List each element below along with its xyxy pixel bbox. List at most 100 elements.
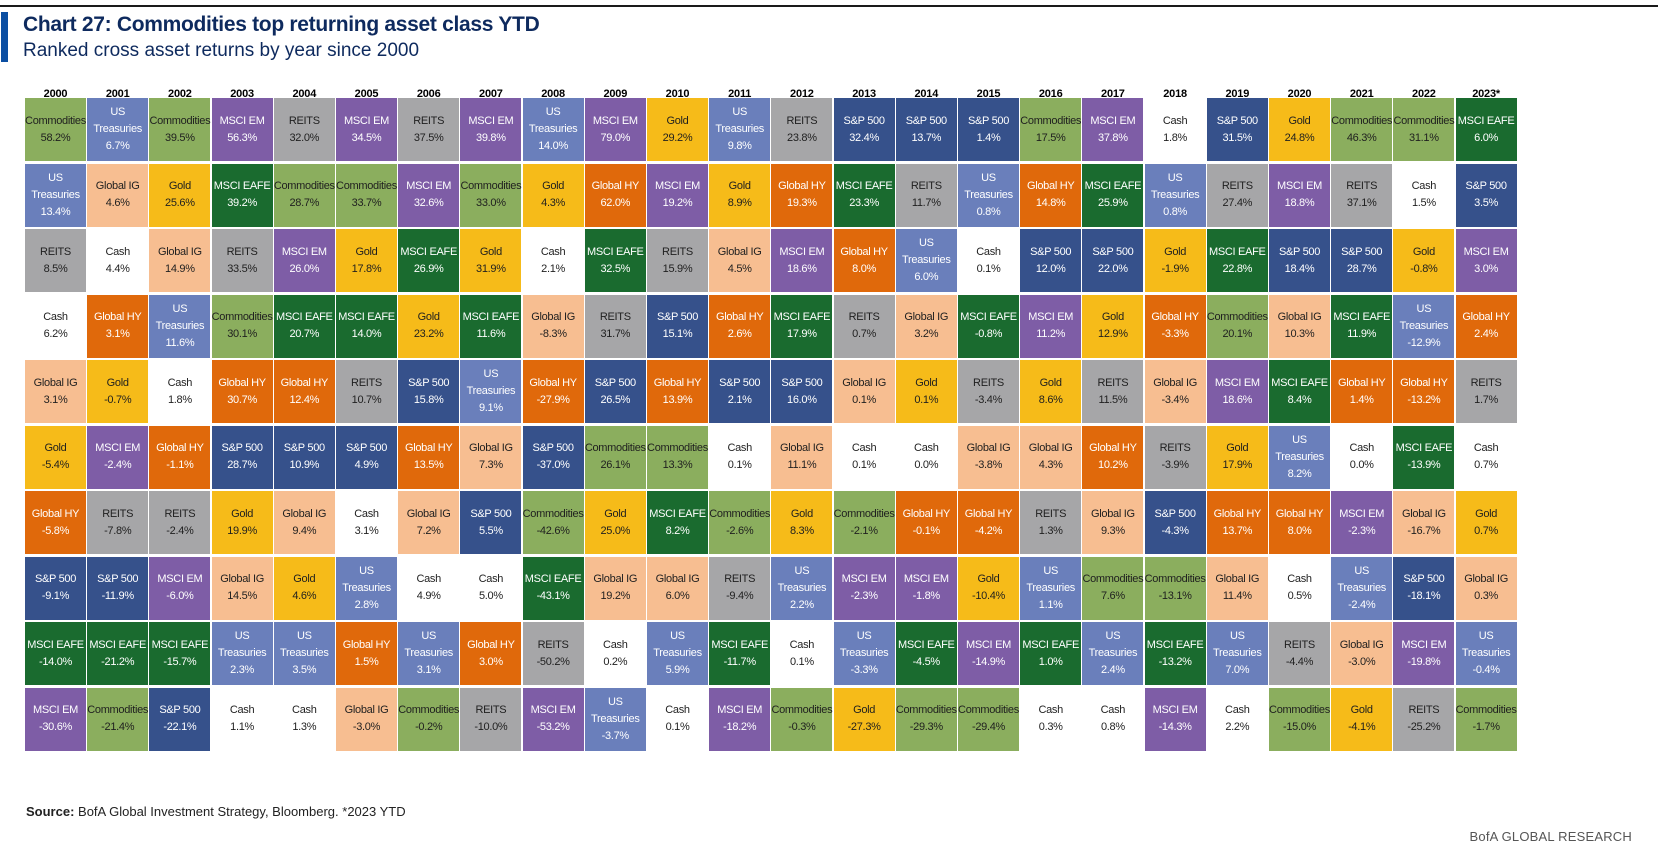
asset-label: REITS [848,311,880,323]
return-value: 1.1% [1038,598,1063,611]
asset-label: REITS [1159,442,1191,454]
return-value: 2.3% [230,664,255,676]
asset-label: REITS [1470,376,1502,389]
return-cell: REITS 37.1% [1331,163,1393,227]
return-cell: REITS -3.9% [1144,425,1206,489]
asset-label: MSCI EAFE [400,245,457,258]
return-cell: Commodities 30.1% [211,294,273,358]
asset-label: Global HY [591,180,640,192]
asset-label: Cash [1411,180,1437,192]
year-header: 2011 [728,88,752,100]
return-cell: US Treasuries -3.7% [584,687,646,751]
return-value: 15.8% [413,393,444,406]
asset-label: REITS [910,180,942,192]
return-value: -10.4% [971,590,1006,602]
return-value: 0.2% [603,655,628,668]
year-header: 2016 [1038,88,1063,100]
asset-label: Treasuries [528,123,578,135]
return-cell: Global HY 12.4% [273,360,335,423]
return-value: -3.4% [1161,393,1189,406]
asset-label: REITS [1284,638,1315,651]
asset-label: US [483,368,499,380]
return-cell: REITS -9.4% [709,556,771,620]
asset-label: S&P 500 [1403,573,1445,585]
return-value: 12.0% [1035,262,1066,275]
return-value: -21.4% [101,721,135,733]
return-value: 23.3% [849,197,879,209]
return-cell: S&P 500 3.5% [1455,163,1517,227]
return-cell: Commodities -29.4% [958,687,1019,751]
return-cell: Commodities 26.1% [584,425,646,489]
return-value: 29.2% [662,131,693,144]
return-value: -0.4% [1472,664,1500,676]
return-value: -6.0% [166,590,194,602]
return-cell: US Treasuries 6.0% [895,229,957,292]
asset-label: Commodities [398,704,460,716]
return-cell: MSCI EAFE 25.9% [1082,163,1144,227]
asset-label: Treasuries [777,581,827,594]
return-value: -13.1% [1158,590,1192,602]
return-cell: Gold 23.2% [398,294,460,358]
return-cell: Commodities 58.2% [25,98,86,161]
return-value: -4.1% [1348,721,1376,733]
asset-label: Gold [542,180,565,192]
asset-label: MSCI EAFE [27,638,84,651]
asset-label: MSCI EAFE [835,180,893,192]
return-value: 2.1% [727,393,752,406]
asset-label: Gold [1101,311,1124,323]
return-cell: REITS 33.5% [211,229,273,292]
return-value: 10.2% [1098,459,1128,471]
asset-label: Cash [167,376,193,389]
asset-label: Treasuries [1275,450,1324,463]
asset-label: Commodities [895,704,957,716]
return-value: -4.5% [912,655,941,668]
return-cell: REITS 1.3% [1020,491,1082,554]
asset-label: Treasuries [280,647,329,659]
return-value: 7.2% [416,524,441,537]
asset-label: Treasuries [1026,581,1075,594]
asset-label: Treasuries [1150,188,1200,201]
return-cell: Global IG -8.3% [522,294,584,358]
return-value: 62.0% [600,197,631,209]
return-value: 2.4% [1100,664,1125,676]
return-value: -0.8% [1410,262,1438,275]
return-cell: S&P 500 28.7% [1331,229,1393,292]
asset-label: US [1292,433,1307,446]
asset-label: S&P 500 [905,114,947,127]
return-value: 28.7% [1346,262,1377,275]
return-value: -8.3% [539,328,567,340]
asset-label: S&P 500 [1278,245,1321,258]
return-value: -2.3% [1348,524,1376,537]
asset-label: Commodities [149,114,211,127]
return-cell: S&P 500 1.4% [958,98,1019,161]
return-value: 24.8% [1284,131,1315,144]
asset-label: MSCI EAFE [276,311,333,323]
asset-label: MSCI EM [1277,180,1322,192]
return-cell: Global IG 10.3% [1269,294,1330,358]
return-value: 13.7% [1222,524,1253,537]
return-value: 6.0% [665,590,690,602]
return-cell: Cash 0.1% [958,229,1019,292]
return-cell: US Treasuries -0.4% [1455,622,1517,685]
asset-label: MSCI EM [1214,376,1260,389]
asset-label: REITS [475,704,507,716]
top-rule [0,5,1658,7]
return-value: 30.1% [227,328,257,340]
return-cell: Global IG 9.4% [273,491,335,554]
asset-label: MSCI EAFE [1084,180,1142,192]
return-value: 8.0% [1287,524,1312,537]
return-cell: S&P 500 31.5% [1206,98,1268,161]
year-header: 2008 [541,88,565,100]
return-cell: REITS -2.4% [149,491,211,554]
return-cell: Global IG 3.2% [895,294,957,358]
return-cell: Cash 0.0% [1331,425,1393,489]
asset-label: Gold [168,180,191,192]
return-cell: MSCI EAFE -0.8% [958,294,1019,358]
asset-label: US [1229,630,1245,642]
return-cell: Commodities 17.5% [1020,98,1081,161]
asset-label: MSCI EAFE [1022,638,1079,651]
return-value: -53.2% [536,721,570,733]
return-value: 5.9% [665,664,690,676]
return-cell: Global HY 2.4% [1455,294,1517,358]
return-value: 11.6% [165,336,195,349]
